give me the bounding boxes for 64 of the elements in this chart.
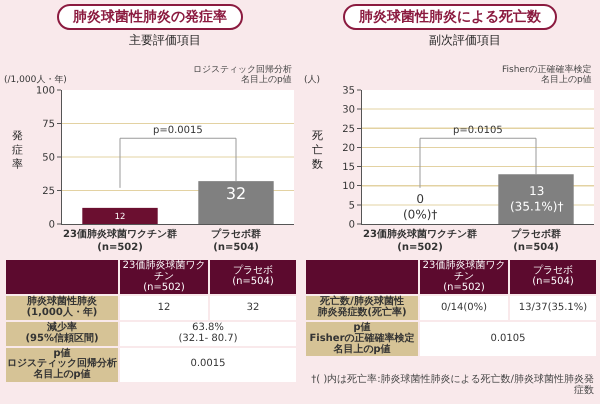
- text: 0/14(0%): [440, 302, 488, 314]
- y-tick-label: 35: [342, 86, 355, 96]
- chart-title: 肺炎球菌性肺炎による死亡数: [343, 4, 557, 30]
- data-label: 0 (0%)†: [403, 192, 438, 222]
- text: (n=504): [531, 276, 575, 288]
- text: プラセボ: [232, 265, 274, 276]
- text: 名目上のp値: [541, 74, 592, 85]
- text: Fisherの正確確率検定: [308, 332, 416, 344]
- y-tick-label: 25: [342, 124, 355, 135]
- chart-subtitle: 主要評価項目: [129, 32, 201, 47]
- annotation: 12: [114, 210, 126, 221]
- text: (95%信頼区間): [24, 332, 100, 345]
- annotation: 32: [226, 184, 246, 204]
- data-label: 32: [246, 302, 260, 314]
- text: p値: [52, 348, 71, 359]
- text: 肺炎球菌性肺炎: [26, 296, 98, 308]
- text: 63.8%: [191, 322, 225, 333]
- y-tick-label: 10: [342, 181, 355, 192]
- y-axis-title: 死亡数: [312, 129, 323, 171]
- chart-subtitle: 副次評価項目: [429, 32, 501, 47]
- text: (/1,000人・年): [4, 74, 67, 85]
- y-axis-title: 発症率: [12, 129, 23, 171]
- y-tick-label: 20: [342, 142, 355, 154]
- y-tick-label: 50: [42, 152, 55, 164]
- text: 23価肺炎球菌ワクチン: [122, 260, 206, 282]
- x-tick-label: プラセボ群 (n=504): [211, 228, 261, 253]
- data-label: 12: [156, 302, 172, 314]
- text: ロジスティック回帰分析: [193, 64, 292, 75]
- text: プラセボ: [532, 265, 574, 276]
- text: ロジスティック回帰分析: [7, 358, 117, 370]
- annotation: p=0.0015: [153, 125, 203, 136]
- text: (32.1- 80.7): [177, 332, 239, 345]
- text: (人): [304, 74, 320, 85]
- text: Fisherの正確確率検定: [502, 64, 592, 75]
- y-tick-label: 25: [42, 186, 55, 197]
- y-tick-label: 5: [348, 200, 355, 212]
- data-label: 13 (35.1%)†: [510, 184, 564, 214]
- text: (n=502): [442, 282, 486, 294]
- y-tick-label: 75: [42, 119, 55, 130]
- y-tick-label: 100: [36, 86, 55, 96]
- text: 13/37(35.1%): [518, 302, 588, 314]
- x-tick-label: 23価肺炎球菌ワクチン群 (n=502): [363, 228, 477, 253]
- text: 23価肺炎球菌ワクチン: [422, 260, 506, 282]
- text: (n=502): [142, 282, 186, 294]
- text: (n=504): [231, 276, 275, 288]
- text: 0.0015: [190, 358, 226, 370]
- text: †( )内は死亡率:肺炎球菌性肺炎による死亡数/肺炎球菌性肺炎発症数: [310, 374, 594, 396]
- text: 名目上のp値: [32, 369, 92, 381]
- text: 減少率: [46, 322, 78, 333]
- annotation: p=0.0105: [453, 125, 503, 136]
- x-tick-label: プラセボ群 (n=504): [511, 228, 561, 253]
- text: 名目上のp値: [241, 74, 292, 85]
- y-tick-label: 0: [48, 220, 55, 230]
- y-tick-label: 15: [342, 162, 355, 174]
- text: p値: [352, 322, 371, 333]
- x-tick-label: 23価肺炎球菌ワクチン群 (n=502): [63, 228, 177, 253]
- text: (1,000人・年): [26, 307, 98, 319]
- text: 肺炎発症数(死亡率): [316, 307, 408, 319]
- chart-title: 肺炎球菌性肺炎の発症率: [57, 4, 243, 30]
- y-tick-label: 0: [348, 220, 355, 230]
- text: 0.0105: [490, 332, 526, 345]
- y-tick-label: 30: [342, 104, 355, 116]
- text: 名目上のp値: [332, 344, 392, 356]
- text: 死亡数/肺炎球菌性: [320, 296, 404, 308]
